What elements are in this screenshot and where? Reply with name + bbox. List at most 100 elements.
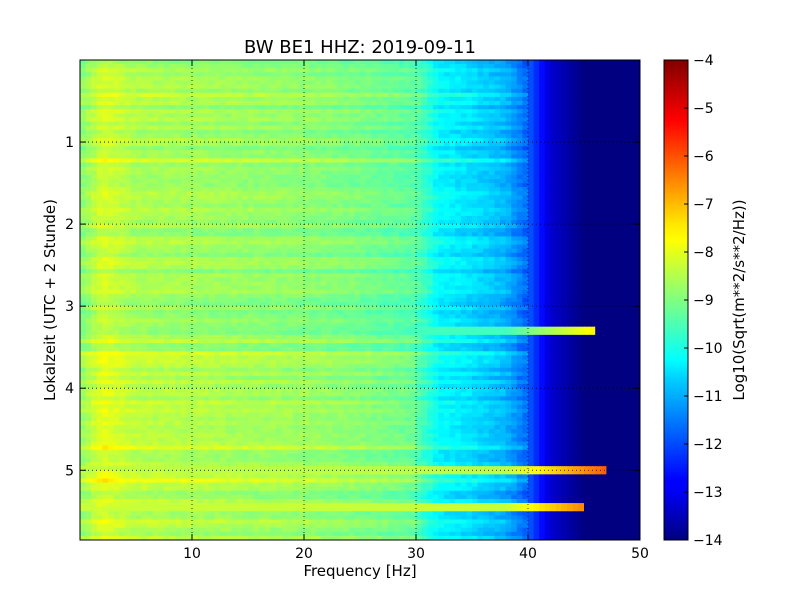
heatmap-cell: [102, 96, 109, 102]
heatmap-cell: [253, 199, 260, 204]
heatmap-cell: [276, 88, 282, 94]
heatmap-cell: [483, 64, 490, 69]
heatmap-cell: [113, 240, 120, 246]
heatmap-cell: [488, 146, 495, 151]
heatmap-cell: [449, 133, 456, 139]
heatmap-cell: [343, 166, 350, 172]
heatmap-cell: [516, 109, 523, 114]
heatmap-cell: [539, 64, 546, 69]
heatmap-cell: [130, 174, 137, 180]
heatmap-cell: [438, 207, 445, 213]
heatmap-cell: [292, 109, 299, 114]
heatmap-cell: [623, 207, 630, 213]
heatmap-cell: [634, 166, 641, 172]
heatmap-cell: [404, 150, 411, 155]
heatmap-cell: [388, 228, 394, 233]
heatmap-cell: [158, 64, 165, 69]
heatmap-cell: [612, 162, 618, 168]
heatmap-cell: [236, 178, 243, 184]
heatmap-cell: [393, 142, 400, 147]
heatmap-cell: [404, 80, 411, 86]
heatmap-cell: [180, 88, 187, 94]
heatmap-cell: [466, 211, 473, 217]
heatmap-cell: [455, 162, 462, 168]
heatmap-cell: [214, 199, 221, 204]
heatmap-cell: [550, 129, 557, 135]
heatmap-cell: [80, 158, 86, 163]
heatmap-cell: [304, 178, 310, 184]
heatmap-cell: [136, 195, 142, 200]
heatmap-cell: [124, 211, 131, 217]
heatmap-cell: [556, 121, 562, 127]
heatmap-cell: [292, 215, 299, 221]
heatmap-cell: [231, 207, 238, 213]
heatmap-cell: [488, 80, 495, 86]
heatmap-cell: [550, 109, 557, 114]
heatmap-cell: [584, 84, 590, 90]
heatmap-cell: [136, 183, 142, 188]
heatmap-cell: [220, 236, 226, 241]
heatmap-cell: [214, 211, 221, 217]
heatmap-cell: [231, 68, 238, 73]
heatmap-cell: [617, 236, 624, 241]
heatmap-cell: [147, 178, 154, 184]
heatmap-cell: [186, 166, 193, 172]
heatmap-cell: [544, 224, 551, 229]
heatmap-cell: [416, 187, 422, 192]
heatmap-cell: [505, 96, 512, 102]
heatmap-cell: [236, 105, 243, 110]
heatmap-cell: [550, 203, 557, 209]
heatmap-cell: [449, 232, 456, 237]
heatmap-cell: [102, 125, 109, 131]
heatmap-cell: [488, 252, 495, 258]
heatmap-cell: [572, 240, 579, 246]
heatmap-cell: [304, 150, 310, 155]
heatmap-cell: [292, 211, 299, 217]
heatmap-cell: [320, 220, 327, 225]
heatmap-cell: [287, 84, 294, 90]
heatmap-cell: [567, 207, 574, 213]
heatmap-cell: [561, 60, 568, 65]
heatmap-cell: [472, 125, 478, 131]
heatmap-cell: [612, 170, 618, 176]
heatmap-cell: [584, 178, 590, 184]
heatmap-cell: [634, 183, 641, 188]
heatmap-cell: [404, 207, 411, 213]
heatmap-cell: [96, 68, 103, 73]
heatmap-cell: [192, 158, 198, 163]
heatmap-cell: [371, 220, 378, 225]
heatmap-cell: [186, 244, 193, 250]
heatmap-cell: [96, 162, 103, 168]
heatmap-cell: [416, 68, 422, 73]
heatmap-cell: [500, 220, 506, 225]
heatmap-cell: [158, 252, 165, 258]
heatmap-cell: [539, 203, 546, 209]
heatmap-cell: [578, 174, 585, 180]
heatmap-cell: [438, 117, 445, 122]
heatmap-cell: [365, 240, 372, 246]
heatmap-cell: [393, 170, 400, 176]
heatmap-cell: [281, 191, 288, 196]
heatmap-cell: [192, 76, 198, 81]
heatmap-cell: [623, 80, 630, 86]
heatmap-cell: [634, 178, 641, 184]
heatmap-cell: [91, 256, 98, 262]
heatmap-cell: [236, 101, 243, 106]
heatmap-cell: [460, 72, 467, 77]
heatmap-cell: [360, 199, 366, 204]
heatmap-cell: [180, 109, 187, 114]
heatmap-cell: [388, 199, 394, 204]
heatmap-cell: [175, 158, 182, 163]
heatmap-cell: [595, 96, 602, 102]
heatmap-cell: [544, 137, 551, 143]
heatmap-cell: [483, 215, 490, 221]
heatmap-cell: [91, 84, 98, 90]
heatmap-cell: [214, 113, 221, 118]
heatmap-cell: [528, 220, 534, 225]
heatmap-cell: [382, 80, 389, 86]
heatmap-cell: [544, 92, 551, 98]
heatmap-cell: [561, 137, 568, 143]
heatmap-cell: [253, 207, 260, 213]
heatmap-cell: [248, 64, 254, 69]
heatmap-cell: [80, 72, 86, 77]
